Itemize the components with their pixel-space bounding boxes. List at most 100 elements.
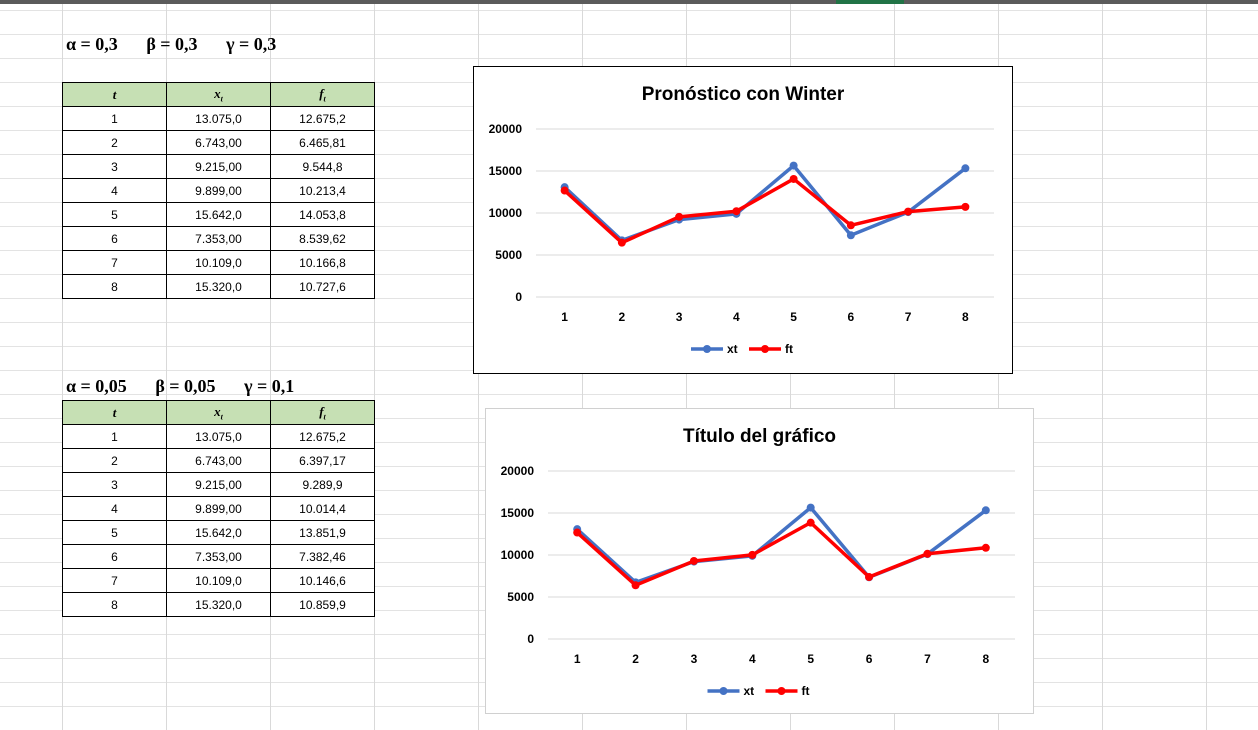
data-point-ft[interactable] <box>675 212 684 221</box>
data-point-ft[interactable] <box>806 518 815 527</box>
data-point-ft[interactable] <box>732 207 741 216</box>
cell-t[interactable]: 4 <box>62 178 167 203</box>
cell-t[interactable]: 4 <box>62 496 167 521</box>
table-row: 6 7.353,00 8.539,62 <box>62 226 375 251</box>
cell-ft[interactable]: 10.727,6 <box>270 274 375 299</box>
gamma-param: γ = 0,3 <box>226 34 277 54</box>
cell-t[interactable]: 8 <box>62 274 167 299</box>
data-point-xt[interactable] <box>981 506 990 515</box>
cell-xt[interactable]: 15.320,0 <box>166 274 271 299</box>
cell-ft[interactable]: 14.053,8 <box>270 202 375 227</box>
cell-xt[interactable]: 10.109,0 <box>166 250 271 275</box>
cell-ft[interactable]: 10.213,4 <box>270 178 375 203</box>
cell-xt[interactable]: 15.642,0 <box>166 520 271 545</box>
cell-t[interactable]: 3 <box>62 154 167 179</box>
header-ft[interactable]: ft <box>270 82 375 107</box>
cell-xt[interactable]: 9.899,00 <box>166 496 271 521</box>
header-xt[interactable]: xt <box>166 400 271 425</box>
data-point-ft[interactable] <box>961 202 970 211</box>
x-tick-label: 3 <box>676 310 683 324</box>
data-point-ft[interactable] <box>748 550 757 559</box>
cell-t[interactable]: 1 <box>62 106 167 131</box>
cell-ft[interactable]: 9.544,8 <box>270 154 375 179</box>
chart-title[interactable]: Pronóstico con Winter <box>642 84 845 105</box>
data-point-xt[interactable] <box>961 164 970 173</box>
legend-item-ft[interactable]: ft <box>765 684 810 698</box>
cell-t[interactable]: 7 <box>62 250 167 275</box>
cell-xt[interactable]: 7.353,00 <box>166 544 271 569</box>
cell-xt[interactable]: 6.743,00 <box>166 448 271 473</box>
data-point-xt[interactable] <box>846 231 855 240</box>
data-point-ft[interactable] <box>865 572 874 581</box>
data-point-ft[interactable] <box>981 543 990 552</box>
chart-svg: Pronóstico con Winter 0 5000 10000 15000 2000… <box>489 84 994 356</box>
data-point-ft[interactable] <box>789 174 798 183</box>
series-line-xt[interactable] <box>563 163 967 243</box>
cell-xt[interactable]: 15.320,0 <box>166 592 271 617</box>
cell-ft[interactable]: 10.146,6 <box>270 568 375 593</box>
cell-xt[interactable]: 10.109,0 <box>166 568 271 593</box>
parameters-top: α = 0,3 β = 0,3 γ = 0,3 <box>66 34 300 55</box>
y-tick-label: 0 <box>515 290 522 304</box>
cell-xt[interactable]: 9.899,00 <box>166 178 271 203</box>
cell-t[interactable]: 6 <box>62 544 167 569</box>
legend-item-ft[interactable]: ft <box>749 342 793 356</box>
cell-ft[interactable]: 10.014,4 <box>270 496 375 521</box>
cell-xt[interactable]: 13.075,0 <box>166 106 271 131</box>
cell-t[interactable]: 7 <box>62 568 167 593</box>
data-point-ft[interactable] <box>846 221 855 230</box>
series-line-ft[interactable] <box>563 177 966 245</box>
cell-ft[interactable]: 6.465,81 <box>270 130 375 155</box>
data-point-ft[interactable] <box>904 207 913 216</box>
cell-ft[interactable]: 10.166,8 <box>270 250 375 275</box>
cell-xt[interactable]: 6.743,00 <box>166 130 271 155</box>
cell-t[interactable]: 3 <box>62 472 167 497</box>
data-point-ft[interactable] <box>689 556 698 565</box>
y-tick-label: 5000 <box>495 248 522 262</box>
y-tick-label: 15000 <box>501 506 535 520</box>
cell-ft[interactable]: 12.675,2 <box>270 424 375 449</box>
legend-marker <box>703 345 711 353</box>
data-point-xt[interactable] <box>806 503 815 512</box>
cell-ft[interactable]: 12.675,2 <box>270 106 375 131</box>
cell-xt[interactable]: 7.353,00 <box>166 226 271 251</box>
cell-ft[interactable]: 8.539,62 <box>270 226 375 251</box>
cell-xt[interactable]: 9.215,00 <box>166 154 271 179</box>
legend-label: xt <box>727 342 738 356</box>
cell-t[interactable]: 5 <box>62 202 167 227</box>
data-point-ft[interactable] <box>631 581 640 590</box>
cell-ft[interactable]: 13.851,9 <box>270 520 375 545</box>
cell-xt[interactable]: 13.075,0 <box>166 424 271 449</box>
cell-t[interactable]: 6 <box>62 226 167 251</box>
header-t[interactable]: t <box>62 82 167 107</box>
cell-xt[interactable]: 9.215,00 <box>166 472 271 497</box>
data-point-ft[interactable] <box>560 186 569 195</box>
legend-item-xt[interactable]: xt <box>691 342 738 356</box>
header-t[interactable]: t <box>62 400 167 425</box>
cell-ft[interactable]: 6.397,17 <box>270 448 375 473</box>
data-point-ft[interactable] <box>573 528 582 537</box>
data-point-ft[interactable] <box>617 238 626 247</box>
series-line-xt[interactable] <box>576 505 987 585</box>
x-tick-label: 5 <box>807 652 814 666</box>
cell-t[interactable]: 2 <box>62 448 167 473</box>
cell-t[interactable]: 2 <box>62 130 167 155</box>
data-point-ft[interactable] <box>923 549 932 558</box>
cell-t[interactable]: 8 <box>62 592 167 617</box>
chart-title[interactable]: Título del gráfico <box>683 426 836 447</box>
y-tick-label: 15000 <box>489 164 523 178</box>
cell-ft[interactable]: 9.289,9 <box>270 472 375 497</box>
cell-t[interactable]: 5 <box>62 520 167 545</box>
cell-ft[interactable]: 10.859,9 <box>270 592 375 617</box>
legend-item-xt[interactable]: xt <box>707 684 755 698</box>
series-line-ft[interactable] <box>576 520 986 588</box>
cell-t[interactable]: 1 <box>62 424 167 449</box>
data-point-xt[interactable] <box>789 161 798 170</box>
header-ft[interactable]: ft <box>270 400 375 425</box>
y-tick-label: 0 <box>527 632 534 646</box>
cell-xt[interactable]: 15.642,0 <box>166 202 271 227</box>
chart-winter-forecast[interactable]: Pronóstico con Winter 0 5000 10000 15000 2000… <box>473 66 1013 374</box>
cell-ft[interactable]: 7.382,46 <box>270 544 375 569</box>
header-xt[interactable]: xt <box>166 82 271 107</box>
chart-untitled[interactable]: Título del gráfico 0 5000 10000 15000 20000 1 2… <box>485 408 1034 714</box>
